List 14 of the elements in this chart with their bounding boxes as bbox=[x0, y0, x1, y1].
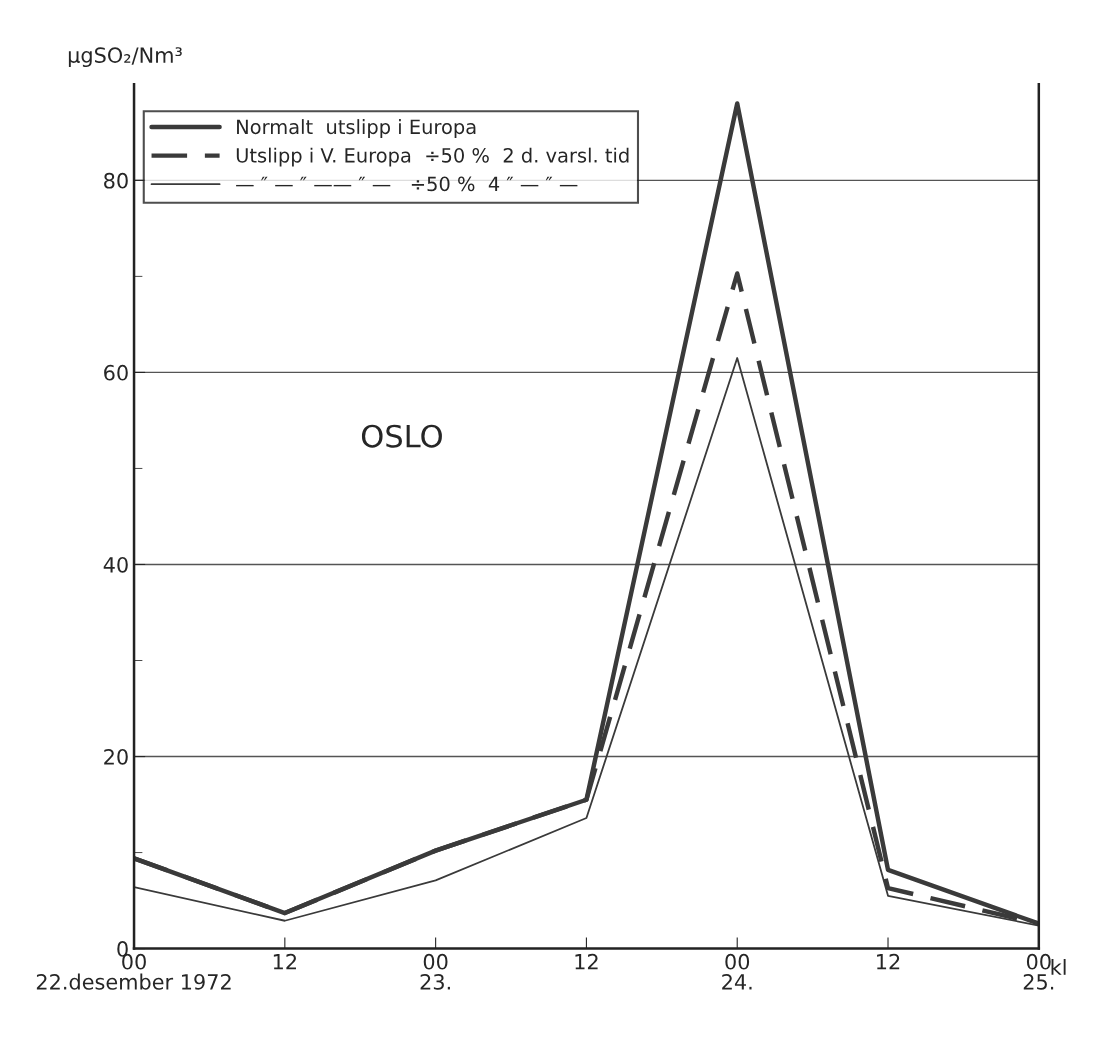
x-tick-label: 12 bbox=[273, 953, 296, 970]
y-tick-label: 80 bbox=[104, 172, 128, 189]
legend-label: Utslipp i V. Europa ÷50 % 2 d. varsl. tid bbox=[236, 147, 629, 167]
x-tick-label: 00 23. bbox=[420, 953, 450, 990]
legend-label: — ″ — ″ —— ″ — ÷50 % 4 ″ — ″ — bbox=[236, 176, 578, 192]
y-tick-label: 40 bbox=[103, 556, 128, 573]
x-tick-label: 12 bbox=[877, 953, 900, 970]
y-axis-title: µgSO₂/Nm³ bbox=[68, 47, 182, 68]
y-tick-label: 20 bbox=[104, 748, 128, 765]
annotation: OSLO bbox=[361, 424, 442, 448]
y-tick-label: 60 bbox=[104, 364, 128, 381]
x-tick-label: 12 bbox=[575, 953, 598, 970]
legend-label: Normalt utslipp i Europa bbox=[237, 119, 476, 138]
x-tick-label: 00 24. bbox=[722, 953, 752, 990]
